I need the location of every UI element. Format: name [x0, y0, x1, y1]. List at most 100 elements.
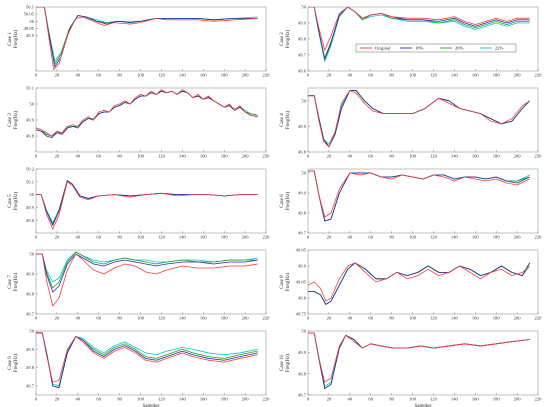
- panel-case-10: 0 20 40 60 80 100 120 140 160 180 200 220 50 49.9 49.8…: [280, 329, 542, 407]
- y-tick-label: 49.9: [26, 347, 35, 352]
- y-tick-label: 49.7: [26, 312, 35, 317]
- x-tick-label: 120: [430, 73, 438, 78]
- x-tick-label: 40: [76, 397, 81, 402]
- plot-frame: [307, 249, 539, 315]
- x-tick-label: 180: [221, 73, 229, 78]
- y-tick-label: 50.1: [26, 179, 35, 184]
- y-tick-label: 49.9: [26, 33, 35, 38]
- x-tick-label: 20: [327, 73, 332, 78]
- series-line-18pct: [36, 253, 258, 293]
- panel-case-7: 0 20 40 60 80 100 120 140 160 180 200 220 50 49.9 49.8…: [8, 249, 270, 321]
- y-tick-label: 49.8: [298, 296, 307, 301]
- y-axis-label: Freq(Hz): [286, 30, 291, 49]
- legend: Original 18% 20% 22%: [355, 43, 517, 53]
- x-tick-label: 140: [179, 235, 187, 240]
- y-axis-label: Freq(Hz): [14, 192, 19, 211]
- x-tick-label: 160: [200, 397, 208, 402]
- x-tick-label: 160: [472, 397, 480, 402]
- series-line-original: [308, 262, 530, 302]
- x-tick-label: 0: [35, 73, 38, 78]
- x-tick-label: 20: [327, 316, 332, 321]
- x-tick-label: 120: [430, 154, 438, 159]
- x-tick-label: 180: [493, 235, 501, 240]
- x-tick-label: 40: [348, 397, 353, 402]
- x-tick-label: 120: [158, 73, 166, 78]
- y-tick-label: 49.8: [26, 134, 35, 139]
- panel-case-6: 0 20 40 60 80 100 120 140 160 180 200 220 50 49.9 49.8…: [280, 168, 543, 240]
- x-tick-label: 220: [535, 73, 543, 78]
- y-axis-label: Freq(Hz): [286, 354, 291, 373]
- x-tick-label: 160: [472, 235, 480, 240]
- x-tick-label: 20: [55, 154, 60, 159]
- x-tick-label: 200: [514, 397, 522, 402]
- x-tick-label: 60: [96, 316, 101, 321]
- x-tick-label: 220: [535, 235, 543, 240]
- x-tick-label: 120: [158, 397, 166, 402]
- x-tick-label: 0: [307, 154, 310, 159]
- x-tick-label: 160: [200, 235, 208, 240]
- y-tick-label: 50.2: [26, 167, 35, 172]
- y-axis-label: Freq(Hz): [14, 273, 19, 292]
- x-tick-label: 60: [368, 73, 373, 78]
- x-tick-label: 40: [76, 73, 81, 78]
- y-axis-label: Freq(Hz): [286, 111, 291, 130]
- panel-case-8: 0 20 40 60 80 100 120 140 160 180 200 220 49.95 49.9 4…: [280, 248, 542, 321]
- x-tick-label: 160: [472, 316, 480, 321]
- x-tick-label: 20: [327, 154, 332, 159]
- series-line-22pct: [36, 332, 258, 387]
- x-tick-label: 80: [117, 397, 122, 402]
- y-tick-label: 49.9: [26, 118, 35, 123]
- series-line-original: [36, 89, 258, 137]
- x-tick-label: 60: [96, 235, 101, 240]
- y-axis-label: Freq(Hz): [14, 30, 19, 49]
- case-label: Case 9: [8, 356, 13, 370]
- case-label: Case 4: [280, 113, 285, 127]
- y-tick-label: 50: [301, 329, 306, 334]
- x-tick-label: 180: [493, 397, 501, 402]
- x-tick-label: 180: [221, 316, 229, 321]
- x-tick-label: 80: [389, 316, 394, 321]
- series-line-20pct: [36, 251, 258, 289]
- x-axis-label: Samples: [143, 404, 160, 407]
- case-label: Case 2: [280, 32, 285, 46]
- series-line-original: [36, 332, 258, 383]
- series-line-original: [308, 90, 530, 148]
- y-axis-label: Freq(Hz): [286, 273, 291, 292]
- panel-case-2: 0 20 40 60 80 100 120 140 160 180 200 220 50 49.9 49.8…: [280, 5, 542, 78]
- x-tick-label: 200: [514, 154, 522, 159]
- x-tick-label: 220: [535, 154, 543, 159]
- y-tick-label: 49.8: [26, 218, 35, 223]
- x-tick-label: 40: [76, 235, 81, 240]
- y-tick-label: 49.95: [296, 248, 307, 253]
- x-tick-label: 140: [451, 154, 459, 159]
- x-tick-label: 0: [35, 316, 38, 321]
- x-tick-label: 80: [389, 235, 394, 240]
- y-axis-label: Freq(Hz): [14, 354, 19, 373]
- x-tick-label: 220: [263, 73, 271, 78]
- x-tick-label: 120: [158, 154, 166, 159]
- y-tick-label: 50: [301, 98, 306, 103]
- x-tick-label: 20: [55, 235, 60, 240]
- x-tick-label: 60: [368, 397, 373, 402]
- y-tick-label: 50: [29, 102, 34, 107]
- x-tick-label: 0: [307, 397, 310, 402]
- y-tick-label: 49.8: [26, 292, 35, 297]
- series-line-original: [36, 253, 258, 307]
- x-tick-label: 20: [55, 73, 60, 78]
- case-label: Case 3: [8, 113, 13, 127]
- x-tick-label: 180: [493, 316, 501, 321]
- x-tick-label: 200: [242, 154, 250, 159]
- plot-frame: [35, 6, 267, 72]
- x-tick-label: 140: [179, 154, 187, 159]
- y-tick-label: 49.7: [298, 53, 307, 58]
- x-tick-label: 140: [451, 235, 459, 240]
- x-tick-label: 0: [35, 235, 38, 240]
- legend-entry: Original: [375, 46, 391, 51]
- y-tick-label: 49.7: [298, 393, 307, 398]
- x-tick-label: 160: [472, 73, 480, 78]
- legend-entry: 20%: [455, 46, 464, 51]
- x-tick-label: 140: [179, 73, 187, 78]
- x-tick-label: 80: [117, 316, 122, 321]
- y-tick-label: 50: [29, 192, 34, 197]
